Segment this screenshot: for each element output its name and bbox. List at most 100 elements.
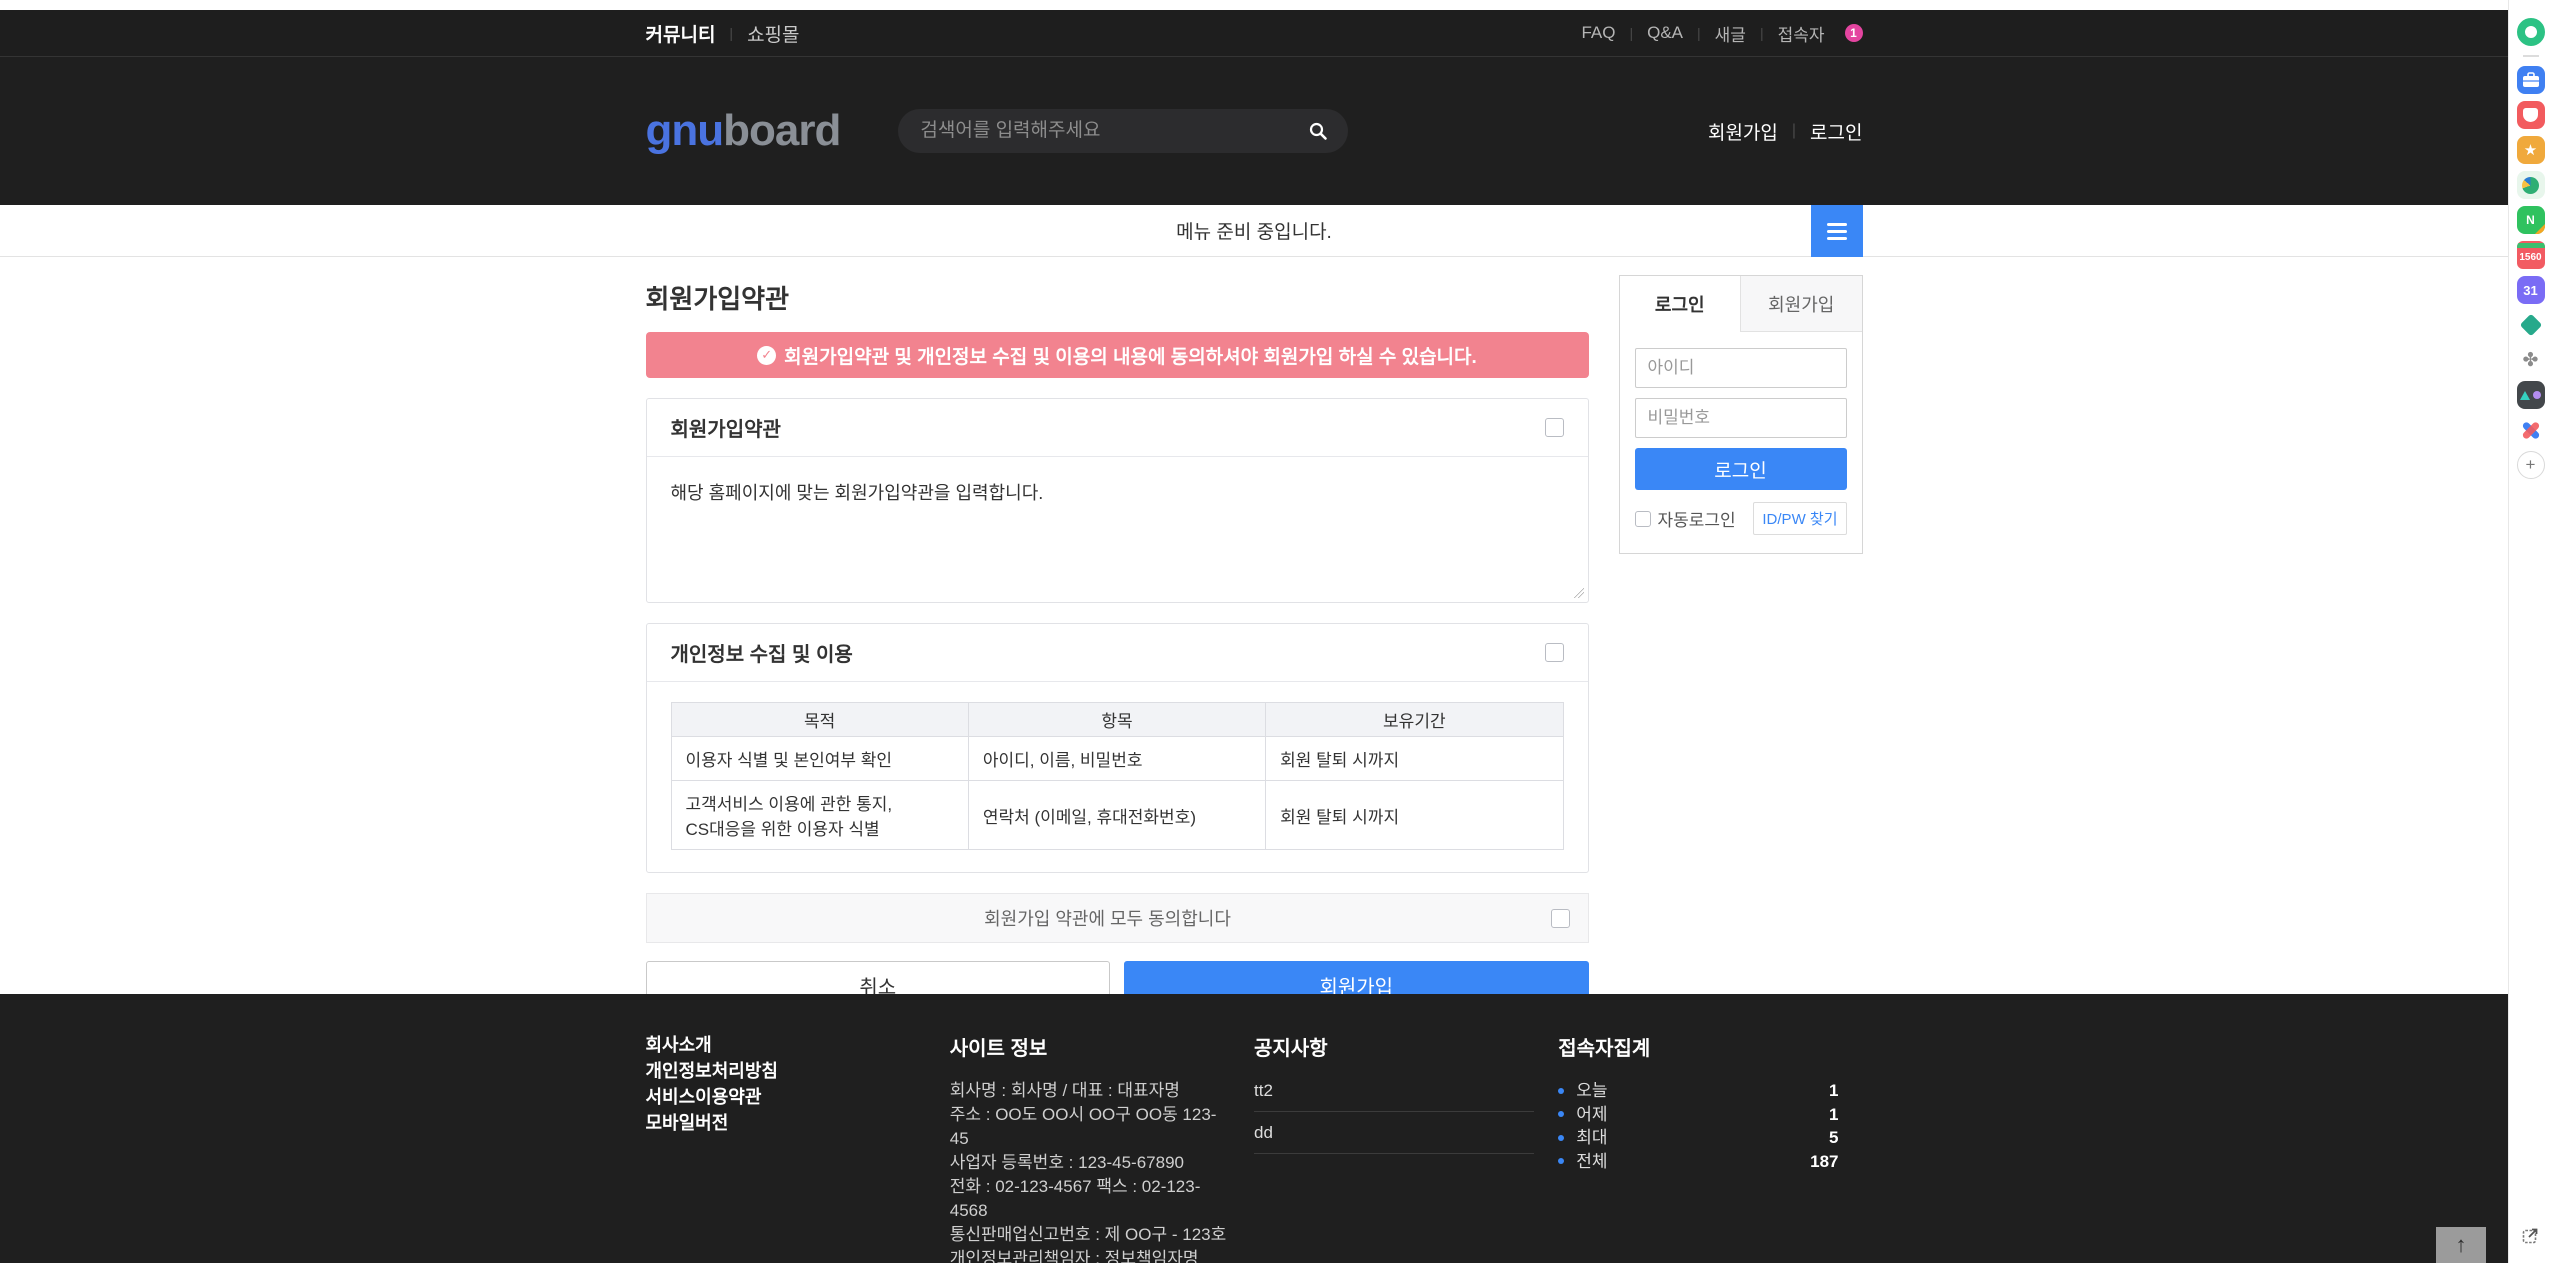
graduation-cap-extension-icon[interactable] (2517, 311, 2545, 339)
footer-link-privacy[interactable]: 개인정보처리방침 (645, 1061, 778, 1081)
shield-extension-icon[interactable] (2516, 101, 2545, 129)
letter-n-icon: N (2526, 213, 2535, 227)
footer-links-column: 회사소개 개인정보처리방침 서비스이용약관 모바일버전 (646, 1032, 950, 1263)
join-submit-button[interactable]: 회원가입 (1124, 961, 1589, 994)
find-idpw-link[interactable]: ID/PW 찾기 (1753, 502, 1847, 535)
auto-login-label: 자동로그인 (1657, 511, 1736, 530)
pie-chart-icon (2522, 176, 2539, 194)
search-input[interactable] (920, 120, 1299, 142)
circle-icon (2533, 391, 2541, 399)
site-logo[interactable]: gnu board (645, 106, 842, 155)
divider (2522, 55, 2539, 57)
knot-extension-icon[interactable]: ✤ (2517, 346, 2545, 374)
resize-handle[interactable] (1573, 588, 1584, 598)
shield-icon (2523, 108, 2538, 122)
badge-1560-extension-icon[interactable]: 1560 (2516, 241, 2545, 269)
cancel-button[interactable]: 취소 (645, 961, 1110, 994)
add-extension-button[interactable]: + (2516, 451, 2545, 479)
table-row: 고객서비스 이용에 관한 통지, CS대응을 위한 이용자 식별 연락처 (이메… (670, 780, 1564, 850)
login-widget: 로그인 회원가입 로그인 자동로그인 ID/PW 찾기 (1618, 275, 1863, 554)
hamburger-icon (1826, 222, 1847, 226)
site-info-line: 사업자 등록번호 : 123-45-67890 (949, 1153, 1184, 1172)
login-id-input[interactable] (1634, 348, 1847, 388)
open-in-window-button[interactable] (2522, 1227, 2539, 1249)
notice-title: 공지사항 (1254, 1038, 1328, 1060)
menu-bar: 메뉴 준비 중입니다. (0, 205, 2508, 257)
privacy-agree-checkbox[interactable] (1544, 643, 1564, 662)
divider: | (729, 25, 734, 41)
top-white-strip (0, 0, 2508, 10)
site-info-line: 개인정보관리책임자 : 정보책임자명 (949, 1249, 1199, 1263)
scroll-to-top-button[interactable]: ↑ (2436, 1227, 2486, 1263)
plus-icon: + (2525, 455, 2536, 474)
footer-site-info-column: 사이트 정보 회사명 : 회사명 / 대표 : 대표자명 주소 : OO도 OO… (950, 1032, 1254, 1263)
cell-retention: 회원 탈퇴 시까지 (1265, 736, 1564, 781)
privacy-section-title: 개인정보 수집 및 이용 (670, 644, 853, 666)
footer-notice-column: 공지사항 tt2 dd (1254, 1032, 1558, 1263)
col-header-purpose: 목적 (670, 702, 969, 737)
briefcase-extension-icon[interactable] (2516, 66, 2545, 94)
knot-icon: ✤ (2522, 349, 2539, 371)
notice-item[interactable]: tt2 (1254, 1079, 1535, 1112)
agree-all-bar: 회원가입 약관에 모두 동의합니다 (645, 893, 1589, 943)
terms-agree-checkbox[interactable] (1544, 418, 1564, 437)
stat-value: 5 (1829, 1128, 1839, 1147)
privacy-section: 개인정보 수집 및 이용 목적 항목 보유기간 (645, 623, 1589, 873)
bullet-dot-icon (1558, 1158, 1565, 1165)
auto-login-option[interactable]: 자동로그인 (1634, 506, 1736, 531)
divider: | (1759, 25, 1764, 41)
folded-corner-icon (2534, 224, 2545, 234)
login-password-input[interactable] (1634, 398, 1847, 438)
pinwheel-extension-icon[interactable] (2517, 416, 2545, 444)
external-link-icon (2522, 1228, 2538, 1244)
notice-item[interactable]: dd (1254, 1121, 1535, 1154)
nav-visitors[interactable]: 접속자 (1777, 25, 1825, 45)
terms-section-title: 회원가입약관 (670, 419, 781, 441)
divider: | (1697, 25, 1701, 41)
star-extension-icon[interactable]: ★ (2516, 136, 2545, 164)
calendar-extension-icon[interactable]: 31 (2516, 276, 2545, 304)
footer-link-terms[interactable]: 서비스이용약관 (645, 1087, 762, 1107)
nav-shopping[interactable]: 쇼핑몰 (747, 24, 800, 46)
tab-join[interactable]: 회원가입 (1740, 276, 1862, 332)
search-box (898, 109, 1349, 153)
auto-login-checkbox[interactable] (1634, 510, 1651, 527)
terms-text: 해당 홈페이지에 맞는 회원가입약관을 입력합니다. (670, 483, 1044, 503)
badge-1560-label: 1560 (2519, 251, 2542, 263)
footer-link-company[interactable]: 회사소개 (645, 1035, 712, 1055)
nav-community[interactable]: 커뮤니티 (645, 24, 716, 46)
badge-top-bar (2516, 242, 2545, 248)
sidebar: 로그인 회원가입 로그인 자동로그인 ID/PW 찾기 (1618, 275, 1863, 554)
tab-login[interactable]: 로그인 (1619, 276, 1740, 332)
visitor-count-badge: 1 (1844, 24, 1863, 42)
alert-text: 회원가입약관 및 개인정보 수집 및 이용의 내용에 동의하셔야 회원가입 하실… (784, 346, 1477, 368)
footer-link-mobile[interactable]: 모바일버전 (645, 1113, 729, 1133)
notes-extension-icon[interactable]: N (2516, 206, 2545, 234)
stat-label: 전체 (1576, 1151, 1608, 1171)
search-button[interactable] (1298, 111, 1338, 151)
header-join-link[interactable]: 회원가입 (1707, 122, 1778, 144)
cell-retention: 회원 탈퇴 시까지 (1265, 780, 1564, 850)
menu-notice-text: 메뉴 준비 중입니다. (1176, 222, 1332, 243)
stat-label: 최대 (1576, 1128, 1608, 1147)
visitors-title: 접속자집계 (1558, 1038, 1651, 1060)
browser-profile-icon[interactable] (2516, 18, 2545, 46)
nav-new-posts[interactable]: 새글 (1714, 25, 1746, 45)
site-info-line: 주소 : OO도 OO시 OO구 OO동 123-45 (949, 1105, 1217, 1148)
logo-text-gnu: gnu (645, 106, 725, 155)
menu-toggle-button[interactable] (1810, 205, 1863, 257)
stat-value: 1 (1829, 1081, 1839, 1100)
media-extension-icon[interactable] (2516, 381, 2545, 409)
agree-all-checkbox[interactable] (1550, 908, 1570, 928)
nav-faq[interactable]: FAQ (1581, 23, 1616, 42)
login-button[interactable]: 로그인 (1634, 448, 1847, 490)
col-header-items: 항목 (967, 702, 1267, 737)
visitor-stat-row: 최대 5 (1558, 1126, 1839, 1150)
site-info-line: 회사명 : 회사명 / 대표 : 대표자명 (949, 1081, 1180, 1100)
header-login-link[interactable]: 로그인 (1810, 122, 1863, 144)
terms-textarea[interactable]: 해당 홈페이지에 맞는 회원가입약관을 입력합니다. (647, 457, 1588, 602)
pie-chart-extension-icon[interactable] (2516, 171, 2545, 199)
nav-qna[interactable]: Q&A (1647, 23, 1684, 42)
divider: | (1791, 122, 1797, 139)
